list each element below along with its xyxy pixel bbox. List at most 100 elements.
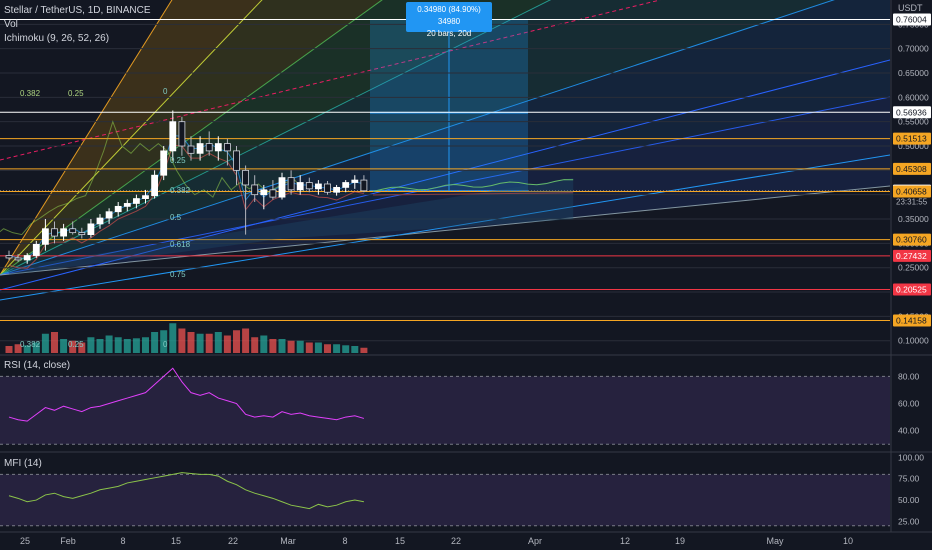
candle-body [142, 195, 149, 199]
volume-bar [205, 333, 213, 353]
fib-level-label: 0.25 [68, 89, 84, 98]
candle-body [360, 179, 368, 192]
x-tick-label: 10 [843, 536, 853, 546]
fib-fan-line [0, 96, 891, 276]
volume-bar [314, 342, 322, 353]
volume-fib-label: 0 [163, 340, 168, 349]
fib-fan-line [0, 0, 263, 276]
fib-level-label: 0.382 [170, 186, 191, 195]
volume-bar [169, 323, 177, 353]
candle-body [60, 228, 67, 237]
measure-tooltip-value: 0.34980 (84.90%) 34980 [417, 5, 481, 26]
measure-tooltip: 0.34980 (84.90%) 34980 20 bars, 20d [406, 2, 492, 38]
price-level-label: 0.30760 [896, 235, 927, 245]
measure-tooltip-bars: 20 bars, 20d [426, 29, 472, 38]
ichimoku-span-b [372, 192, 574, 196]
mfi-tick-label: 100.00 [898, 452, 924, 462]
volume-bar [342, 345, 350, 353]
y-tick-label: 0.55000 [898, 117, 929, 127]
volume-bar [87, 337, 95, 353]
mfi-line [8, 472, 364, 510]
volume-bar [278, 339, 286, 353]
price-level-tag [893, 13, 931, 26]
candle-body [169, 121, 177, 152]
volume-indicator-label: Vol [4, 19, 18, 30]
rsi-tick-label: 80.00 [898, 371, 920, 381]
x-tick-label: 22 [228, 536, 238, 546]
price-level-label: 0.56936 [896, 107, 927, 117]
price-unit-label: USDT [898, 3, 923, 13]
ichimoku-tenkan [8, 135, 364, 259]
volume-bar [178, 328, 186, 353]
candle-body [151, 174, 159, 197]
candle-body [14, 257, 22, 261]
candle-body [223, 143, 231, 152]
price-level-tag [893, 185, 931, 198]
volume-bar [32, 342, 40, 353]
rsi-pane-label: RSI (14, close) [4, 360, 71, 371]
candle-body [105, 211, 113, 219]
candle-body [87, 223, 95, 235]
volume-bar [78, 342, 86, 353]
y-tick-label: 0.50000 [898, 141, 929, 151]
candle-body [78, 232, 86, 235]
price-level-label: 0.27432 [896, 251, 927, 261]
volume-bar [160, 330, 168, 353]
volume-fib-label: 0.25 [68, 340, 84, 349]
rsi-band [0, 376, 890, 445]
x-tick-label: May [766, 536, 784, 546]
candle-body [305, 182, 313, 190]
volume-bar [251, 337, 259, 353]
price-level-label: 0.51513 [896, 134, 927, 144]
volume-bar [305, 342, 313, 353]
y-tick-label: 0.10000 [898, 336, 929, 346]
rsi-tick-label: 40.00 [898, 426, 920, 436]
price-level-label: 0.45308 [896, 164, 927, 174]
trend-line [0, 154, 891, 301]
volume-bar [41, 333, 49, 353]
candle-body [196, 143, 204, 154]
volume-bar [187, 332, 195, 353]
fib-fan-line [0, 0, 173, 276]
price-level-tag [893, 314, 931, 327]
volume-bar [260, 335, 268, 353]
candle-body [351, 179, 359, 183]
fib-level-label: 0.5 [170, 213, 182, 222]
candle-body [278, 177, 286, 198]
candle-body [296, 182, 304, 191]
x-tick-label: Apr [528, 536, 542, 546]
ichimoku-chikou [0, 120, 305, 236]
volume-bar [351, 346, 359, 353]
candle-body [260, 189, 268, 196]
price-level-tag [893, 283, 931, 296]
ichimoku-indicator-label: Ichimoku (9, 26, 52, 26) [4, 33, 110, 44]
candle-body [205, 143, 213, 152]
mfi-tick-label: 25.00 [898, 516, 920, 526]
candle-body [251, 184, 259, 196]
volume-bar [60, 339, 68, 353]
volume-bar [51, 332, 58, 353]
volume-bar [242, 328, 250, 353]
volume-bar [123, 339, 131, 353]
candle-body [114, 205, 122, 213]
volume-bar [23, 345, 31, 353]
volume-bar [214, 332, 222, 353]
volume-bar [69, 340, 77, 353]
x-tick-label: 12 [620, 536, 630, 546]
volume-bar [142, 337, 149, 353]
fib-level-label: 0.618 [170, 240, 191, 249]
volume-bar [96, 339, 104, 353]
candle-body [178, 121, 186, 147]
candle-body [187, 145, 195, 154]
fib-level-label: 0.25 [170, 156, 186, 165]
fib-level-label: 0 [163, 87, 168, 96]
x-tick-label: 25 [20, 536, 30, 546]
ichimoku-span-a [372, 179, 574, 192]
rsi-tick-label: 60.00 [898, 399, 920, 409]
volume-bar [223, 335, 231, 353]
candle-body [314, 183, 322, 190]
y-tick-label: 0.65000 [898, 68, 929, 78]
ichimoku-kijun [8, 144, 364, 269]
volume-bar [233, 330, 240, 353]
